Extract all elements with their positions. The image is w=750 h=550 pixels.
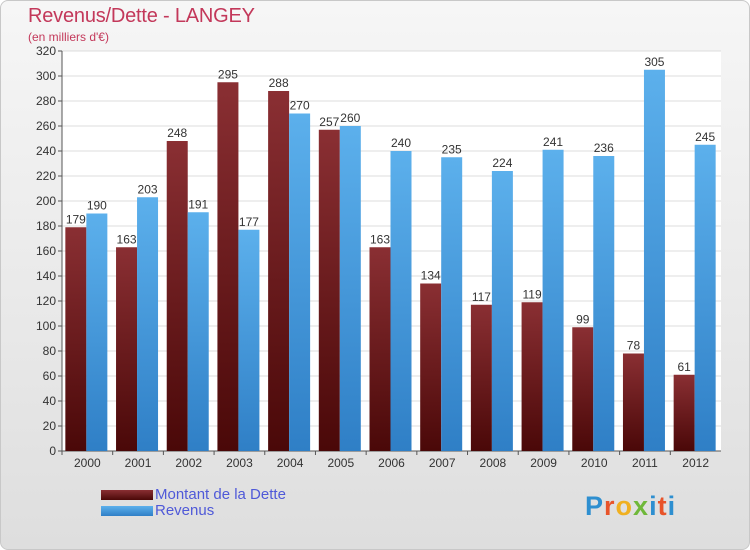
debt-bar — [622, 353, 644, 451]
y-tick-label: 40 — [43, 394, 57, 408]
logo-letter: P — [585, 491, 605, 521]
y-tick-label: 60 — [43, 369, 57, 383]
revenue-data-label: 236 — [594, 141, 614, 155]
y-tick-label: 160 — [36, 244, 56, 258]
revenue-bar — [542, 149, 564, 451]
revenue-bar — [137, 197, 159, 451]
debt-bar — [521, 302, 543, 451]
revenue-bar — [289, 113, 311, 451]
logo-letter: t — [657, 491, 668, 521]
debt-bar — [572, 327, 594, 451]
y-tick-label: 0 — [49, 444, 56, 458]
revenue-data-label: 203 — [138, 182, 158, 196]
debt-data-label: 78 — [627, 339, 641, 353]
y-tick-label: 240 — [36, 144, 56, 158]
debt-bar — [217, 82, 239, 451]
y-tick-label: 140 — [36, 269, 56, 283]
x-tick-label: 2008 — [480, 456, 507, 470]
y-tick-label: 180 — [36, 219, 56, 233]
revenue-bar — [491, 171, 513, 451]
debt-data-label: 99 — [576, 312, 590, 326]
revenue-data-label: 177 — [239, 215, 259, 229]
legend-swatch-revenue — [101, 506, 153, 516]
x-tick-label: 2006 — [378, 456, 405, 470]
debt-data-label: 288 — [269, 76, 289, 90]
revenue-data-label: 224 — [492, 156, 512, 170]
debt-data-label: 134 — [421, 269, 441, 283]
debt-bar — [268, 91, 290, 451]
debt-data-label: 61 — [677, 360, 691, 374]
revenue-data-label: 260 — [340, 111, 360, 125]
x-tick-label: 2002 — [175, 456, 202, 470]
y-tick-label: 320 — [36, 44, 56, 58]
debt-data-label: 295 — [218, 67, 238, 81]
y-tick-label: 280 — [36, 94, 56, 108]
revenue-data-label: 240 — [391, 136, 411, 150]
debt-bar — [673, 374, 695, 451]
revenue-bar — [694, 144, 716, 451]
y-tick-label: 100 — [36, 319, 56, 333]
x-tick-label: 2010 — [581, 456, 608, 470]
logo-letter: i — [649, 491, 658, 521]
y-tick-label: 120 — [36, 294, 56, 308]
debt-bar — [65, 227, 87, 451]
debt-data-label: 117 — [472, 290, 491, 304]
chart-subtitle: (en milliers d'€) — [28, 30, 109, 44]
debt-data-label: 248 — [167, 126, 187, 140]
revenue-data-label: 245 — [695, 130, 715, 144]
logo-letter: x — [633, 491, 650, 521]
x-tick-label: 2007 — [429, 456, 456, 470]
y-tick-label: 200 — [36, 194, 56, 208]
revenue-bar — [390, 151, 412, 451]
x-tick-label: 2003 — [226, 456, 253, 470]
revenue-bar — [187, 212, 209, 451]
revenue-bar — [238, 229, 260, 451]
y-tick-label: 20 — [43, 419, 57, 433]
legend-swatch-debt — [101, 490, 153, 500]
debt-bar — [166, 141, 188, 451]
y-tick-label: 260 — [36, 119, 56, 133]
debt-bar — [116, 247, 138, 451]
legend-label-debt: Montant de la Dette — [155, 486, 286, 503]
debt-data-label: 163 — [370, 232, 390, 246]
debt-bar — [420, 283, 442, 451]
revenue-bar — [441, 157, 463, 451]
revenue-bar — [339, 126, 361, 451]
revenue-data-label: 191 — [188, 197, 208, 211]
x-tick-label: 2001 — [125, 456, 152, 470]
logo-letter: r — [604, 491, 616, 521]
proxiti-logo: Proxiti — [585, 491, 676, 522]
debt-data-label: 179 — [66, 212, 86, 226]
revenue-bar — [643, 69, 665, 451]
x-tick-label: 2009 — [530, 456, 557, 470]
y-tick-label: 80 — [43, 344, 57, 358]
logo-letter: o — [615, 491, 634, 521]
revenue-bar — [593, 156, 615, 451]
revenue-data-label: 305 — [644, 55, 664, 69]
x-tick-label: 2000 — [74, 456, 101, 470]
revenue-data-label: 235 — [442, 142, 462, 156]
debt-data-label: 119 — [523, 287, 542, 301]
revenue-data-label: 241 — [543, 135, 563, 149]
revenue-bar — [86, 213, 108, 451]
logo-letter: i — [667, 491, 677, 521]
x-tick-label: 2012 — [682, 456, 709, 470]
debt-data-label: 257 — [319, 115, 339, 129]
legend-label-revenue: Revenus — [155, 502, 215, 519]
debt-bar — [318, 129, 340, 451]
debt-bar — [369, 247, 391, 451]
revenue-data-label: 190 — [87, 199, 107, 213]
y-tick-label: 220 — [36, 169, 56, 183]
revenue-data-label: 270 — [290, 99, 310, 113]
debt-bar — [470, 304, 492, 451]
y-tick-label: 300 — [36, 69, 56, 83]
x-tick-label: 2005 — [327, 456, 354, 470]
x-tick-label: 2004 — [277, 456, 304, 470]
x-tick-label: 2011 — [632, 456, 658, 470]
chart-title: Revenus/Dette - LANGEY — [28, 5, 255, 27]
debt-data-label: 163 — [117, 232, 137, 246]
